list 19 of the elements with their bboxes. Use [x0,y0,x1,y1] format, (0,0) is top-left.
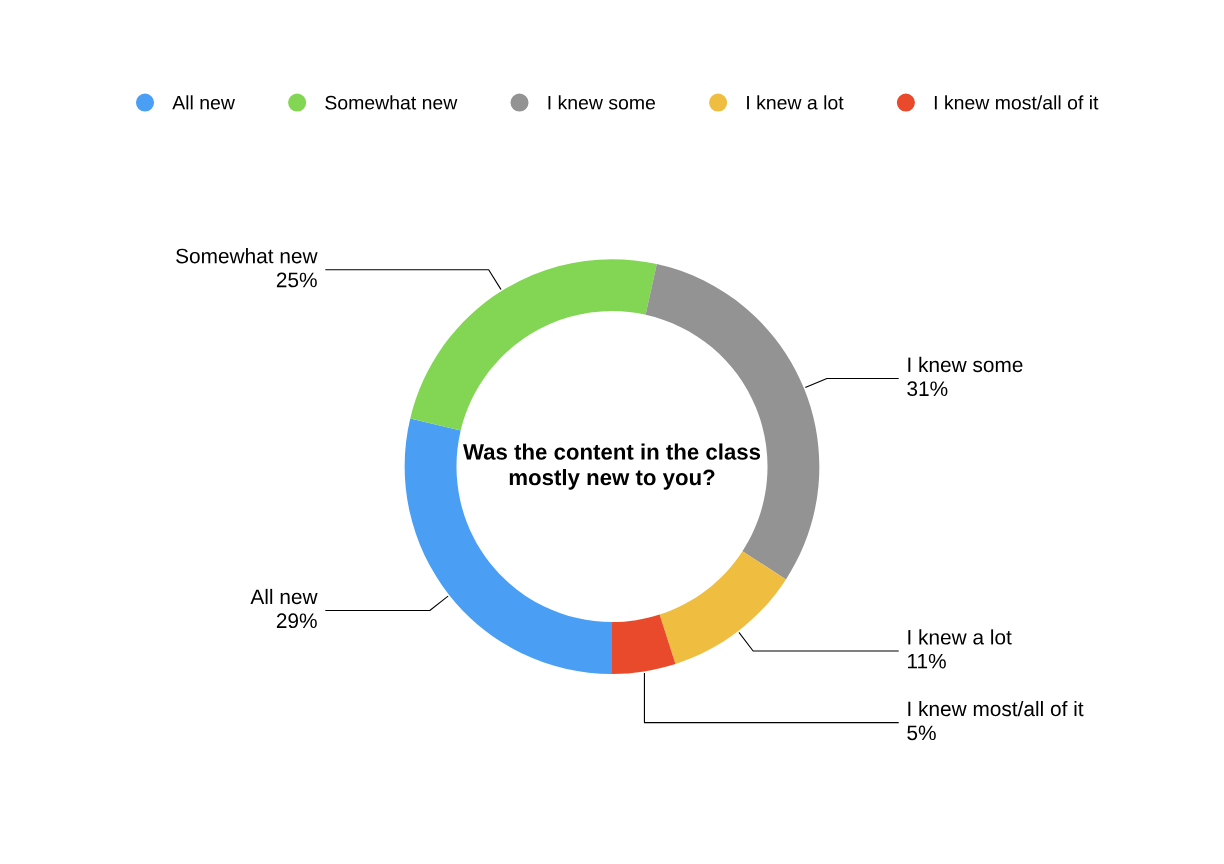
legend-label: I knew most/all of it [934,95,1099,110]
data-label: 11% [908,653,946,669]
data-label: 31% [907,381,948,397]
data-label: 29% [276,613,317,629]
donut-slice [659,551,786,664]
legend-label: All new [172,95,235,110]
donut-slice [612,614,676,674]
legend-label: I knew a lot [747,95,844,110]
text: Was the content in the class mostly new to you? [463,443,761,490]
slice-label: I knew most/all of it [908,700,1084,717]
slice-label: All new [250,588,318,605]
slice-label: I knew some [908,356,1023,373]
data-label: 25% [276,272,317,288]
slice-label: I knew a lot [908,629,1012,645]
data-label: 5% [907,725,936,741]
legend-label: I knew some [548,95,656,110]
donut-slice [410,259,657,431]
legend-label: Somewhat new [325,95,458,110]
slice-label: Somewhat new [176,248,318,264]
